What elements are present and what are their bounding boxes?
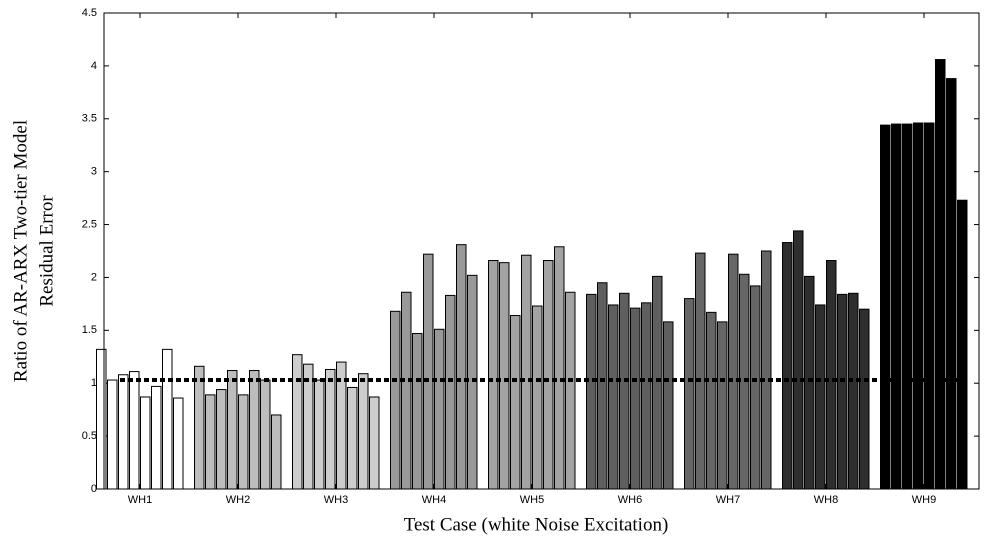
x-tick-label: WH9 <box>912 494 936 506</box>
y-tick-label: 4.5 <box>82 7 97 19</box>
bar <box>107 379 118 490</box>
bar <box>521 254 532 490</box>
bar <box>641 302 652 490</box>
bar <box>173 397 184 490</box>
bar <box>663 321 674 490</box>
bar <box>358 373 369 490</box>
bar <box>129 371 140 490</box>
bar <box>554 246 565 490</box>
bar <box>935 59 946 490</box>
bar <box>880 124 891 490</box>
bar <box>162 348 173 490</box>
bar <box>793 230 804 490</box>
bar <box>434 328 445 490</box>
bar <box>782 242 793 490</box>
bar <box>151 385 162 490</box>
bar <box>292 354 303 490</box>
bar <box>238 394 249 490</box>
y-tick-label: 0.5 <box>82 430 97 442</box>
bar <box>543 260 554 490</box>
bar <box>510 315 521 490</box>
bar <box>456 244 467 490</box>
x-tick-label: WH5 <box>520 494 544 506</box>
bar <box>848 292 859 490</box>
bar <box>118 374 129 490</box>
y-axis-label-line: Ratio of AR-ARX Two-tier Model <box>10 120 31 382</box>
bar <box>695 252 706 490</box>
y-tick-label: 0 <box>91 483 97 495</box>
bar <box>445 294 456 490</box>
bar <box>859 308 870 490</box>
bar <box>499 262 510 490</box>
x-tick-label: WH6 <box>618 494 642 506</box>
bar <box>303 363 314 490</box>
bar <box>565 291 576 490</box>
y-tick-label: 3.5 <box>82 113 97 125</box>
bar <box>216 389 227 490</box>
bar <box>924 122 935 490</box>
bar <box>586 293 597 490</box>
bar <box>347 386 358 490</box>
bar <box>837 293 848 490</box>
bar <box>815 304 826 490</box>
x-tick-label: WH2 <box>226 494 250 506</box>
bar <box>684 298 695 490</box>
bar <box>717 321 728 490</box>
bar <box>826 260 837 490</box>
bar <box>194 365 205 490</box>
bar <box>652 275 663 490</box>
bar <box>369 396 380 490</box>
bar <box>325 368 336 490</box>
bar <box>706 311 717 490</box>
bar <box>140 396 151 490</box>
bar <box>761 250 772 490</box>
x-tick-label: WH1 <box>128 494 152 506</box>
plot-frame <box>103 12 980 490</box>
bar <box>412 333 423 490</box>
bar <box>750 285 761 490</box>
bar <box>401 291 412 490</box>
bar <box>227 370 238 490</box>
y-tick-label: 3 <box>91 166 97 178</box>
bar <box>488 260 499 490</box>
bar <box>249 370 260 490</box>
y-tick-label: 1 <box>91 377 97 389</box>
bar <box>957 199 968 490</box>
y-tick-label: 2.5 <box>82 218 97 230</box>
y-axis-label: Ratio of AR-ARX Two-tier Model Residual … <box>10 120 57 382</box>
y-tick-label: 2 <box>91 271 97 283</box>
bar <box>891 123 902 490</box>
x-tick-label: WH7 <box>716 494 740 506</box>
x-tick-label: WH4 <box>422 494 446 506</box>
bar <box>728 253 739 490</box>
bar <box>619 292 630 490</box>
bar <box>96 348 107 490</box>
bar <box>205 394 216 490</box>
bar <box>423 253 434 490</box>
bar <box>630 307 641 490</box>
y-tick-label: 4 <box>91 60 97 72</box>
bar <box>804 275 815 490</box>
x-tick-label: WH8 <box>814 494 838 506</box>
bar <box>271 414 282 490</box>
bar <box>902 123 913 490</box>
bar <box>946 78 957 490</box>
x-axis-label: Test Case (white Noise Excitation) <box>404 514 669 535</box>
bar <box>597 282 608 490</box>
bar <box>532 305 543 490</box>
x-tick-label: WH3 <box>324 494 348 506</box>
bar <box>467 274 478 490</box>
bar <box>314 379 325 490</box>
bar <box>608 304 619 490</box>
bar <box>260 379 271 490</box>
bar <box>390 310 401 490</box>
y-axis-label-line: Residual Error <box>36 195 57 307</box>
y-tick-label: 1.5 <box>82 324 97 336</box>
bar <box>913 122 924 490</box>
